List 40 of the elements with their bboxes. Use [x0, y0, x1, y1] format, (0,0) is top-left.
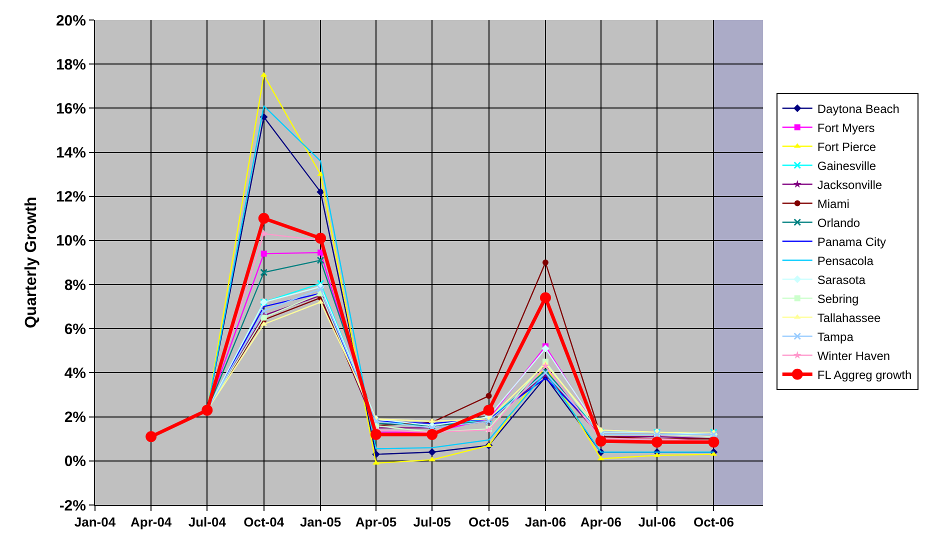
- legend-label: Panama City: [817, 234, 886, 249]
- y-tick-label: 0%: [64, 453, 86, 470]
- legend-label: Miami: [817, 196, 850, 211]
- y-tick-label: -2%: [59, 497, 86, 514]
- y-tick-label: 20%: [56, 12, 86, 30]
- legend-label: Winter Haven: [817, 348, 890, 363]
- x-tick-label: Apr-04: [130, 514, 172, 530]
- y-tick-label: 2%: [64, 409, 86, 426]
- x-tick-label: Oct-04: [244, 514, 285, 530]
- legend-label: Sebring: [817, 292, 859, 306]
- legend-label: Pensacola: [817, 254, 874, 268]
- legend-label: Fort Myers: [817, 120, 875, 135]
- y-tick-label: 4%: [64, 364, 86, 382]
- x-tick-label: Apr-05: [355, 514, 397, 530]
- legend-label: FL Aggreg growth: [817, 368, 912, 382]
- x-tick-label: Jan-04: [74, 514, 116, 530]
- y-tick-label: 10%: [56, 232, 86, 250]
- y-tick-label: 6%: [64, 320, 86, 338]
- x-tick-label: Jan-06: [524, 514, 566, 530]
- legend-label: Gainesville: [817, 158, 876, 173]
- legend-label: Daytona Beach: [817, 102, 900, 116]
- x-tick-label: Jan-05: [300, 514, 342, 530]
- x-tick-label: Apr-06: [580, 514, 622, 530]
- legend-label: Fort Pierce: [817, 140, 876, 154]
- legend-label: Orlando: [817, 216, 860, 230]
- x-tick-label: Jul-06: [638, 514, 676, 530]
- x-tick-label: Oct-06: [693, 514, 734, 530]
- legend-label: Tampa: [817, 330, 854, 344]
- legend-label: Jacksonville: [817, 178, 882, 192]
- y-tick-label: 12%: [56, 188, 86, 206]
- x-tick-label: Jul-05: [413, 514, 451, 530]
- y-tick-label: 16%: [56, 100, 86, 118]
- legend-label: Tallahassee: [817, 310, 882, 325]
- y-tick-label: 18%: [56, 56, 86, 74]
- x-tick-label: Jul-04: [188, 514, 227, 530]
- x-tick-label: Oct-05: [468, 514, 510, 530]
- legend-label: Sarasota: [817, 272, 866, 287]
- y-tick-label: 14%: [56, 144, 86, 162]
- y-axis-title: Quarterly Growth: [22, 196, 40, 328]
- y-tick-label: 8%: [64, 276, 86, 294]
